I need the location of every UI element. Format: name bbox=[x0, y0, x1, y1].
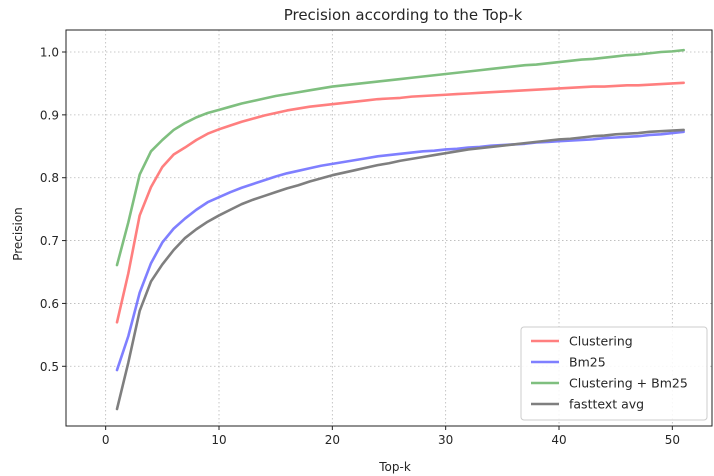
series-line-bm25 bbox=[115, 130, 685, 372]
legend-label-bm25: Bm25 bbox=[569, 355, 606, 370]
y-tick-label: 0.7 bbox=[40, 234, 59, 248]
x-axis-label: Top-k bbox=[378, 460, 411, 474]
x-tick-label: 0 bbox=[102, 433, 110, 447]
x-tick-label: 50 bbox=[665, 433, 680, 447]
y-tick-label: 0.6 bbox=[40, 297, 59, 311]
y-axis-label: Precision bbox=[11, 207, 25, 261]
legend: Clustering Bm25 Clustering + Bm25 fasttext … bbox=[520, 326, 708, 421]
ticks-layer: 0 10 20 30 40 50 0.5 0.6 0.7 0.8 0.9 1.0 bbox=[40, 46, 680, 448]
chart-title: Precision according to the Top-k bbox=[284, 6, 523, 24]
series-layer bbox=[115, 48, 685, 411]
plot-frame bbox=[65, 29, 713, 427]
x-tick-label: 40 bbox=[551, 433, 566, 447]
y-tick-label: 0.8 bbox=[40, 171, 59, 185]
legend-label-clustering: Clustering bbox=[569, 334, 633, 349]
y-tick-label: 1.0 bbox=[40, 46, 59, 60]
series-line-fasttext-avg bbox=[115, 128, 685, 411]
legend-label-clustering-bm25: Clustering + Bm25 bbox=[569, 376, 688, 391]
x-tick-label: 10 bbox=[211, 433, 226, 447]
series-line-clustering bbox=[115, 81, 685, 324]
y-tick-label: 0.9 bbox=[40, 108, 59, 122]
x-tick-label: 20 bbox=[325, 433, 340, 447]
x-tick-label: 30 bbox=[438, 433, 453, 447]
legend-box bbox=[520, 326, 708, 421]
series-line-clustering-bm25 bbox=[115, 48, 685, 267]
y-tick-label: 0.5 bbox=[40, 360, 59, 374]
legend-label-fasttext-avg: fasttext avg bbox=[569, 397, 644, 412]
